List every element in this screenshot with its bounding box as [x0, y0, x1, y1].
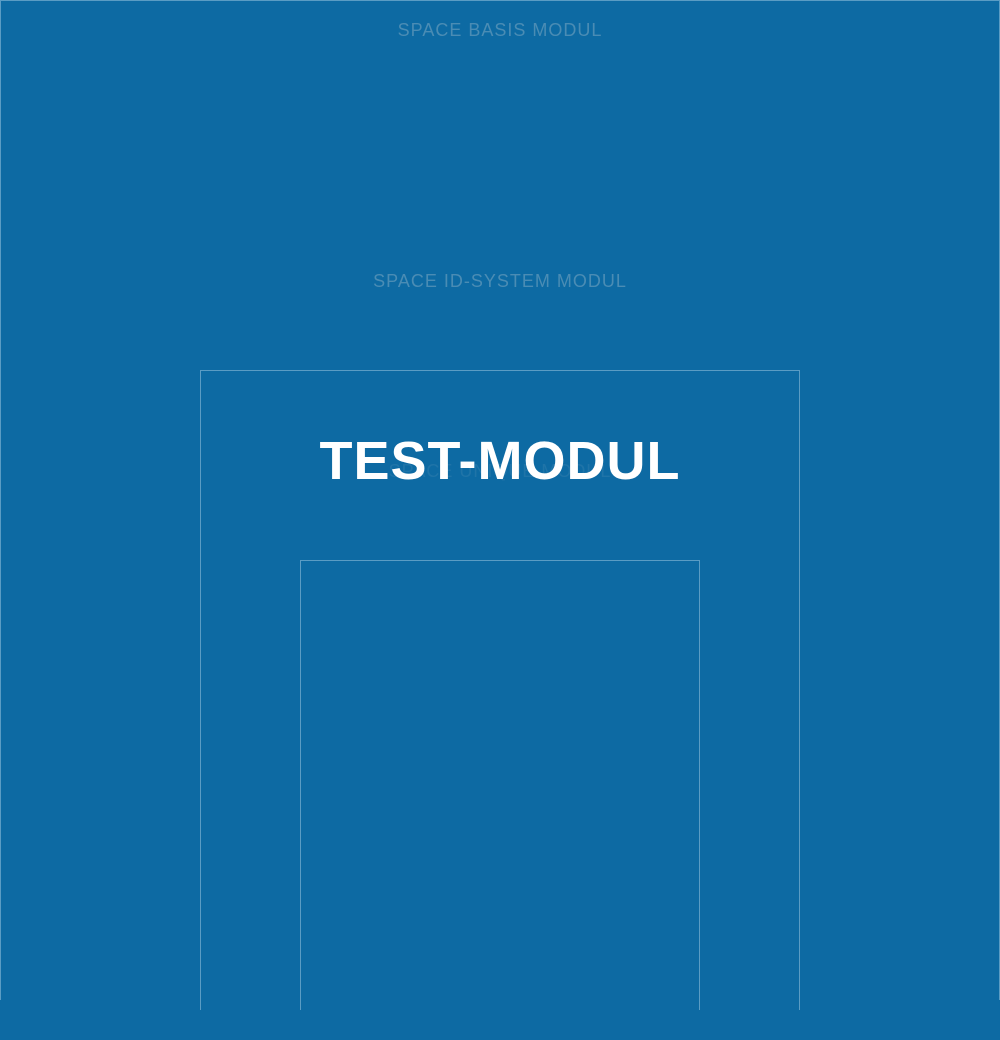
module-label-basis: SPACE BASIS MODUL: [0, 20, 1000, 41]
module-label-id-system: SPACE ID-SYSTEM MODUL: [201, 271, 799, 292]
module-box-unique: SPACE UNIQUE MODUL: [300, 560, 700, 1010]
diagram-title: TEST-MODUL: [0, 430, 1000, 492]
